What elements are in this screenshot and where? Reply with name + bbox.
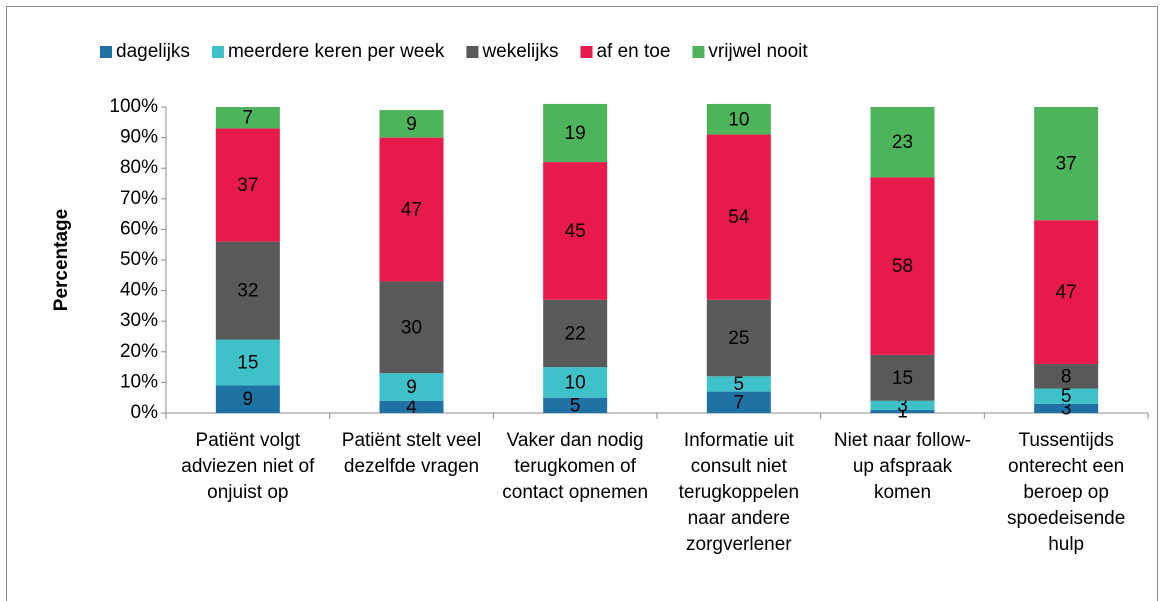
legend-label: meerdere keren per week [228, 41, 445, 62]
data-label: 37 [237, 175, 258, 196]
bar-segment [215, 241, 280, 340]
y-tick-label: 100% [109, 96, 158, 117]
data-label: 4 [406, 397, 417, 418]
bar-segment [1034, 403, 1099, 413]
data-label: 22 [565, 323, 586, 344]
bar-segment [543, 397, 608, 413]
bar-segment [870, 177, 935, 355]
bar-segment [379, 110, 444, 138]
data-label: 32 [237, 281, 258, 302]
bar-segment [1034, 364, 1099, 389]
x-tick-label: Patiënt volgt adviezen niet of onjuist o… [181, 430, 315, 503]
data-label: 5 [1061, 386, 1072, 407]
data-label: 47 [401, 200, 422, 221]
bar-segment [543, 299, 608, 368]
bar-segment [379, 137, 444, 282]
data-label: 7 [734, 392, 745, 413]
y-tick-label: 0% [131, 402, 159, 423]
bar-segment [706, 103, 771, 135]
bar-segment [1034, 220, 1099, 365]
legend-label: wekelijks [481, 41, 558, 62]
bar-segment [379, 281, 444, 374]
y-tick-label: 50% [120, 249, 158, 270]
data-label: 19 [565, 123, 586, 144]
bar-segment [543, 103, 608, 163]
legend-swatch [100, 46, 112, 58]
data-label: 5 [570, 395, 581, 416]
data-label: 15 [892, 368, 913, 389]
legend-swatch [580, 46, 593, 58]
bar-segment [379, 373, 444, 401]
data-label: 45 [565, 221, 586, 242]
bar-segment [215, 128, 280, 242]
bar-segment [215, 339, 280, 386]
bar-segment [870, 107, 935, 178]
y-tick-label: 20% [120, 341, 158, 362]
bar-segment [215, 385, 280, 413]
y-axis-title: Percentage [51, 209, 72, 311]
bar-segment [706, 134, 771, 300]
bar-segment [870, 409, 935, 413]
legend-label: dagelijks [116, 41, 190, 62]
x-tick-label: Niet naar follow-up afspraak komen [833, 430, 972, 503]
chart-border [6, 6, 1158, 601]
data-label: 23 [892, 132, 913, 153]
x-tick-label: Patiënt stelt veel dezelfde vragen [341, 430, 482, 477]
y-tick-label: 40% [120, 280, 158, 301]
data-label: 8 [1061, 366, 1072, 387]
data-label: 25 [728, 328, 749, 349]
x-tick-label: Informatie uit consult niet terugkoppele… [678, 430, 800, 555]
data-label: 7 [243, 108, 254, 129]
data-label: 47 [1056, 282, 1077, 303]
bar-segment [543, 162, 608, 300]
legend-swatch [211, 46, 224, 58]
y-tick-label: 60% [120, 218, 158, 239]
bar-segment [379, 400, 444, 413]
data-label: 5 [734, 374, 745, 395]
bar-segment [706, 299, 771, 377]
data-label: 9 [406, 377, 417, 398]
data-label: 10 [728, 109, 749, 130]
data-label: 15 [237, 353, 258, 374]
data-label: 58 [892, 256, 913, 277]
bar-segment [1034, 388, 1099, 404]
y-tick-label: 10% [120, 371, 158, 392]
data-label: 9 [243, 389, 254, 410]
legend-swatch [466, 46, 479, 58]
data-label: 3 [897, 395, 908, 416]
bar-segment [1034, 107, 1099, 221]
data-label: 54 [728, 207, 750, 228]
data-label: 10 [565, 372, 586, 393]
y-tick-label: 90% [120, 127, 158, 148]
y-tick-label: 30% [120, 310, 158, 331]
y-tick-label: 80% [120, 157, 158, 178]
bar-segment [870, 354, 935, 401]
legend-swatch [692, 46, 705, 58]
bar-segment [706, 391, 771, 413]
legend-label: af en toe [596, 41, 670, 62]
bar-segment [543, 367, 608, 398]
data-label: 3 [1061, 398, 1072, 419]
data-label: 9 [406, 114, 417, 135]
legend-label: vrijwel nooit [708, 41, 808, 62]
data-label: 30 [401, 317, 422, 338]
data-label: 37 [1056, 154, 1077, 175]
bar-segment [215, 107, 280, 129]
bar-segment [870, 400, 935, 410]
x-tick-label: Vaker dan nodig terugkomen of contact op… [502, 430, 649, 503]
bar-segment [706, 376, 771, 392]
data-label: 1 [897, 401, 908, 422]
y-tick-label: 70% [120, 188, 158, 209]
x-tick-label: Tussentijds onterecht een beroep op spoe… [1006, 430, 1126, 555]
